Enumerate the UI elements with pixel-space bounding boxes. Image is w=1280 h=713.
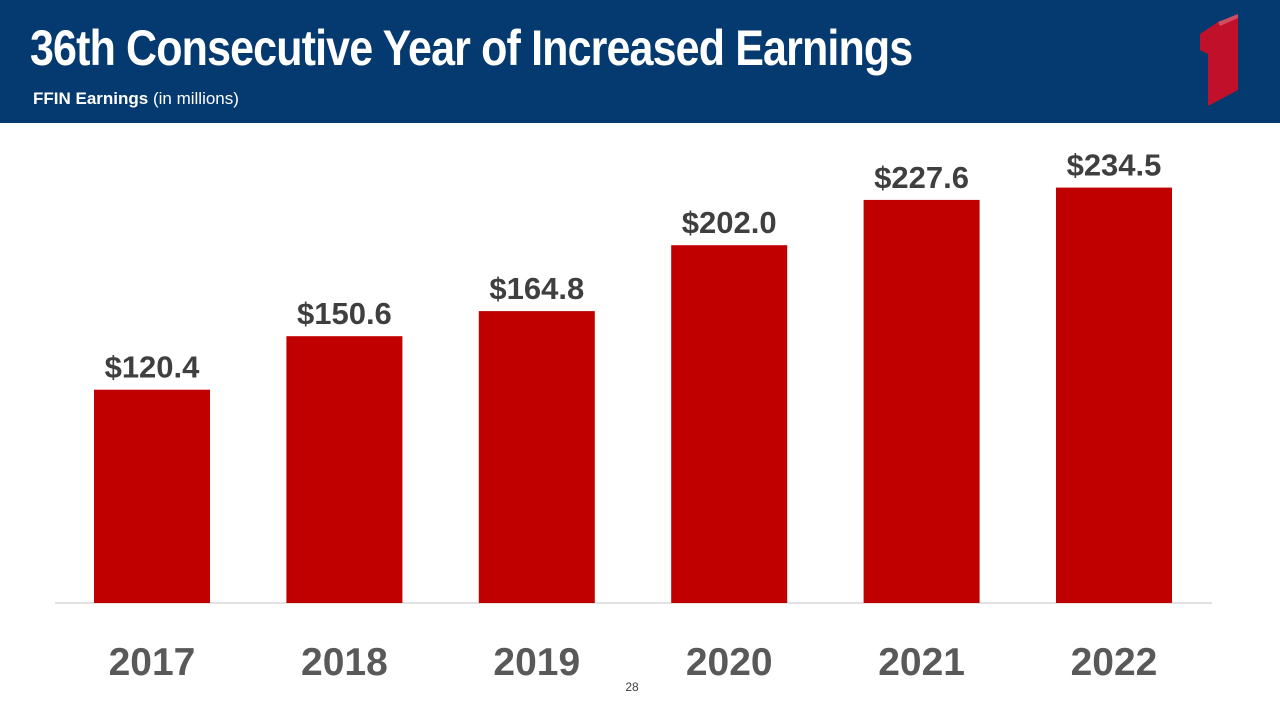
x-tick-2020: 2020 (686, 641, 773, 684)
data-label-2018: $150.6 (297, 296, 392, 331)
bar-2017 (94, 389, 210, 603)
x-tick-2018: 2018 (301, 641, 388, 684)
x-tick-2022: 2022 (1071, 641, 1158, 684)
subtitle-bold: FFIN Earnings (33, 89, 149, 108)
page-title: 36th Consecutive Year of Increased Earni… (30, 20, 913, 76)
x-tick-2019: 2019 (493, 641, 580, 684)
bar-2022 (1056, 187, 1172, 603)
data-label-2022: $234.5 (1067, 148, 1162, 183)
x-tick-2017: 2017 (109, 641, 196, 684)
page-subtitle: FFIN Earnings (in millions) (33, 89, 239, 109)
bar-2018 (286, 336, 403, 603)
page-number: 28 (625, 680, 639, 694)
bar-2020 (671, 245, 788, 603)
data-label-2020: $202.0 (682, 205, 777, 240)
x-tick-2021: 2021 (878, 641, 965, 684)
data-label-2017: $120.4 (105, 350, 201, 385)
bar-2021 (863, 199, 980, 603)
subtitle-units: (in millions) (148, 89, 239, 108)
first-financial-logo-icon (1200, 14, 1238, 106)
earnings-bar-chart: $120.4 $150.6 $164.8 $202.0 $227.6 $234.5 201… (55, 148, 1212, 684)
data-label-2019: $164.8 (489, 271, 584, 306)
data-label-2021: $227.6 (874, 160, 969, 195)
header-banner: 36th Consecutive Year of Increased Earni… (0, 0, 1280, 123)
bar-2019 (478, 311, 595, 603)
